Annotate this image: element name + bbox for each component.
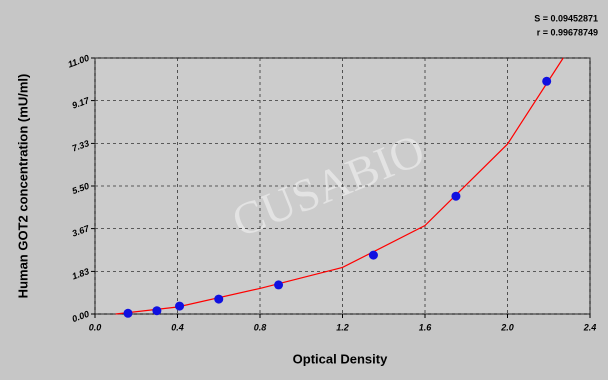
data-point (175, 301, 185, 311)
y-tick-label: 7.33 (71, 138, 91, 153)
data-point (451, 191, 461, 201)
data-point (368, 250, 378, 260)
y-tick-label: 0.00 (71, 309, 91, 324)
y-axis-title: Human GOT2 concentration (mU/ml) (15, 74, 30, 299)
data-point (152, 306, 162, 316)
y-tick-label: 11.00 (67, 53, 91, 70)
y-tick-label: 5.50 (71, 181, 91, 196)
x-tick-label: 2.0 (500, 322, 514, 332)
x-tick-label: 0.8 (254, 322, 267, 332)
y-tick-label: 9.17 (71, 95, 92, 111)
x-tick-label: 2.4 (583, 322, 597, 332)
annotation: S = 0.09452871 (534, 13, 598, 23)
data-point (214, 294, 224, 304)
x-tick-label: 0.0 (89, 322, 102, 332)
x-tick-label: 0.4 (171, 322, 184, 332)
x-tick-label: 1.6 (419, 322, 433, 332)
y-tick-label: 3.67 (71, 223, 92, 239)
data-point (274, 280, 284, 290)
annotation: r = 0.99678749 (537, 27, 598, 37)
x-axis-title: Optical Density (293, 351, 388, 366)
y-tick-label: 1.83 (71, 266, 91, 281)
data-point (123, 308, 133, 318)
x-tick-label: 1.2 (336, 322, 349, 332)
data-point (542, 76, 552, 86)
